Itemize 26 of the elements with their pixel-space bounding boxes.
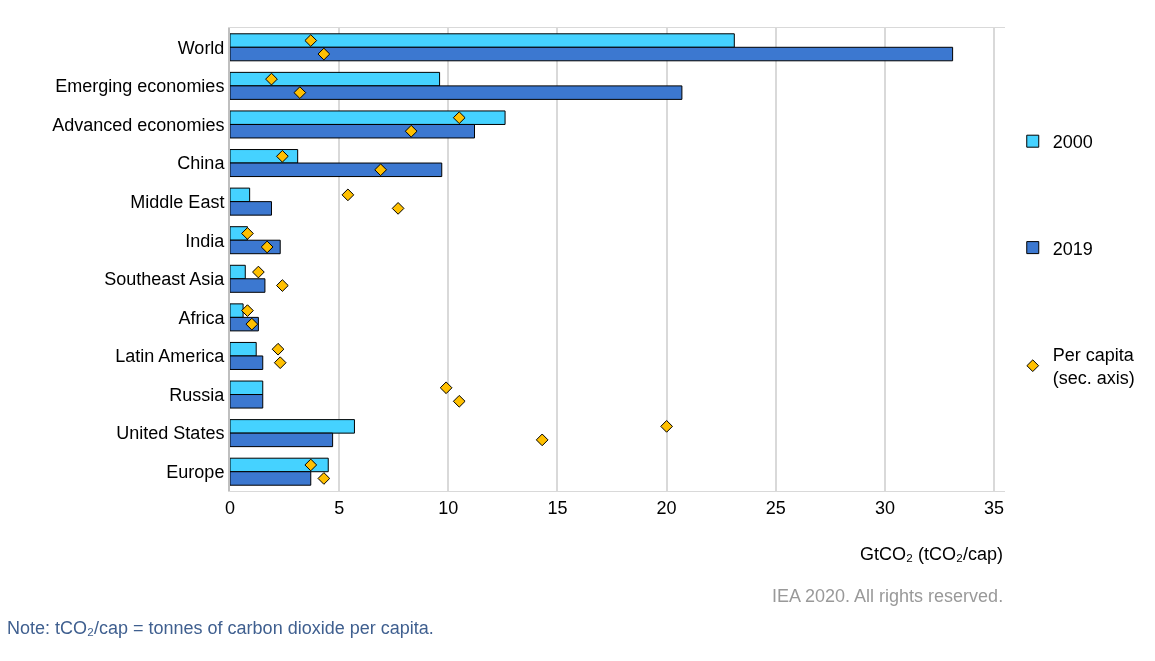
y-tick-label: Emerging economies <box>55 76 225 97</box>
text: Note: tCO₂/cap = tonnes of carbon dioxide per capita. <box>7 618 434 638</box>
y-tick-label: Africa <box>178 307 226 328</box>
x-tick-label: 5 <box>334 497 345 518</box>
text: IEA 2020. All rights reserved. <box>772 586 1004 606</box>
y-tick-label: India <box>185 230 226 251</box>
legend-label: Per capita (sec. axis) <box>1052 345 1135 389</box>
x-tick-label: 10 <box>438 497 459 518</box>
y-tick-label: United States <box>116 423 225 444</box>
y-tick-label: Latin America <box>115 346 226 367</box>
x-tick-label: 30 <box>874 497 895 518</box>
x-tick-label: 0 <box>224 497 236 518</box>
x-tick-label: 20 <box>656 497 677 518</box>
y-tick-label: Middle East <box>130 191 225 212</box>
y-tick-label: China <box>177 153 226 174</box>
x-tick-label: 35 <box>984 497 1005 518</box>
y-tick-label: Advanced economies <box>52 114 225 135</box>
legend-label: 2000 <box>1052 132 1093 153</box>
y-tick-label: Southeast Asia <box>104 269 226 290</box>
x-tick-label: 25 <box>765 497 786 518</box>
y-tick-label: Russia <box>169 384 226 405</box>
x-tick-label: 15 <box>547 497 568 518</box>
x-axis-title: GtCO₂ (tCO₂/cap) <box>860 544 1003 564</box>
y-tick-label: World <box>177 37 225 58</box>
y-tick-label: Europe <box>166 462 225 483</box>
legend-label: 2019 <box>1052 238 1093 259</box>
